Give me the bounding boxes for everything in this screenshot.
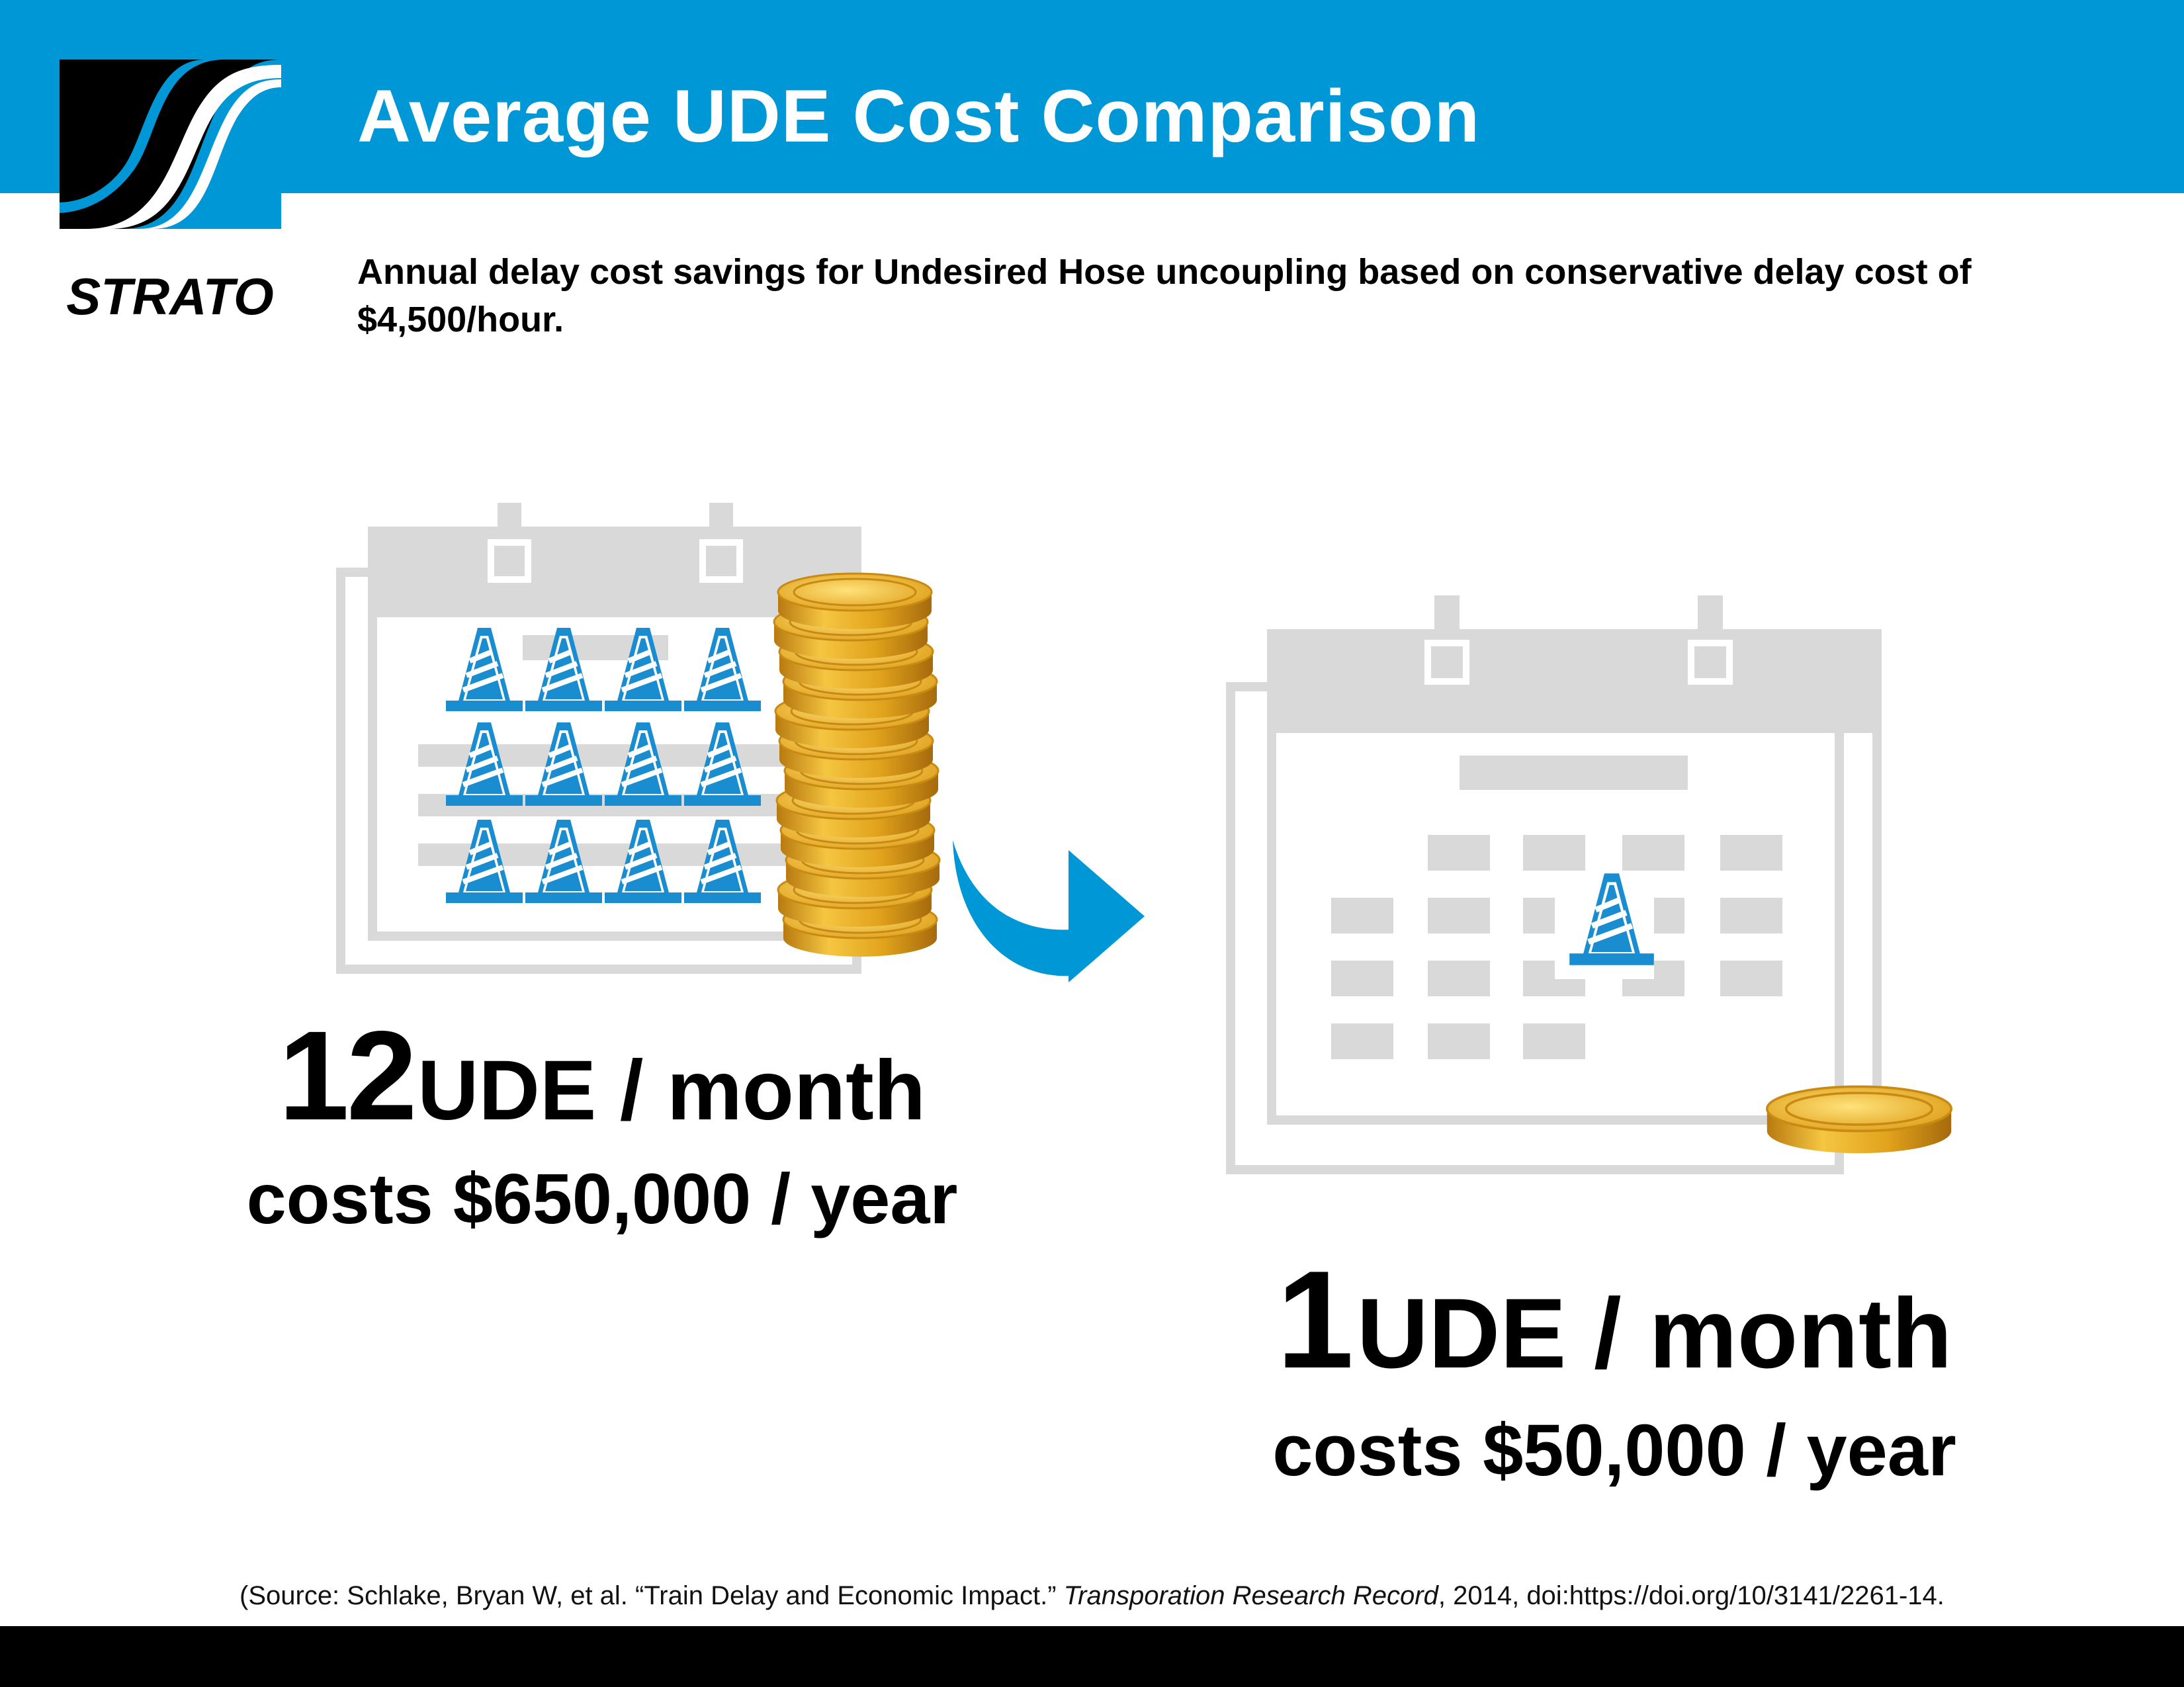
strato-s-logo-icon: STRATO bbox=[60, 60, 281, 325]
curved-arrow-right-icon bbox=[953, 840, 1145, 982]
after-unit: UDE / month bbox=[1356, 1277, 1952, 1389]
logo-wordmark: STRATO bbox=[66, 267, 273, 324]
after-stat: 1 UDE / month costs $50,000 / year bbox=[1184, 1250, 2044, 1502]
page-title: Average UDE Cost Comparison bbox=[357, 75, 1480, 157]
source-journal: Transporation Research Record bbox=[1063, 1581, 1438, 1610]
before-unit: UDE / month bbox=[417, 1043, 926, 1138]
coin-stack-icon bbox=[773, 572, 941, 958]
single-coin-icon bbox=[1765, 1085, 1953, 1155]
before-cost: costs $650,000 / year bbox=[246, 1158, 958, 1238]
after-rate: 1 UDE / month bbox=[1184, 1250, 2044, 1389]
strato-logo: STRATO bbox=[60, 60, 281, 325]
source-suffix: , 2014, doi:https://doi.org/10/3141/2261… bbox=[1438, 1581, 1944, 1610]
calendar-icon-after bbox=[1226, 595, 1882, 1174]
source-prefix: (Source: Schlake, Bryan W, et al. “Train… bbox=[240, 1581, 1064, 1610]
header-band bbox=[0, 0, 2184, 193]
after-cost: costs $50,000 / year bbox=[1272, 1410, 1956, 1491]
before-rate: 12 UDE / month bbox=[185, 1012, 1019, 1139]
before-stat: 12 UDE / month costs $650,000 / year bbox=[185, 1012, 1019, 1250]
after-count: 1 bbox=[1276, 1242, 1354, 1397]
before-count: 12 bbox=[279, 1004, 417, 1146]
source-citation: (Source: Schlake, Bryan W, et al. “Train… bbox=[240, 1581, 1944, 1611]
footer-band bbox=[0, 1626, 2184, 1687]
traffic-cone-icon-single bbox=[1555, 873, 1654, 979]
subtitle: Annual delay cost savings for Undesired … bbox=[357, 252, 1972, 339]
